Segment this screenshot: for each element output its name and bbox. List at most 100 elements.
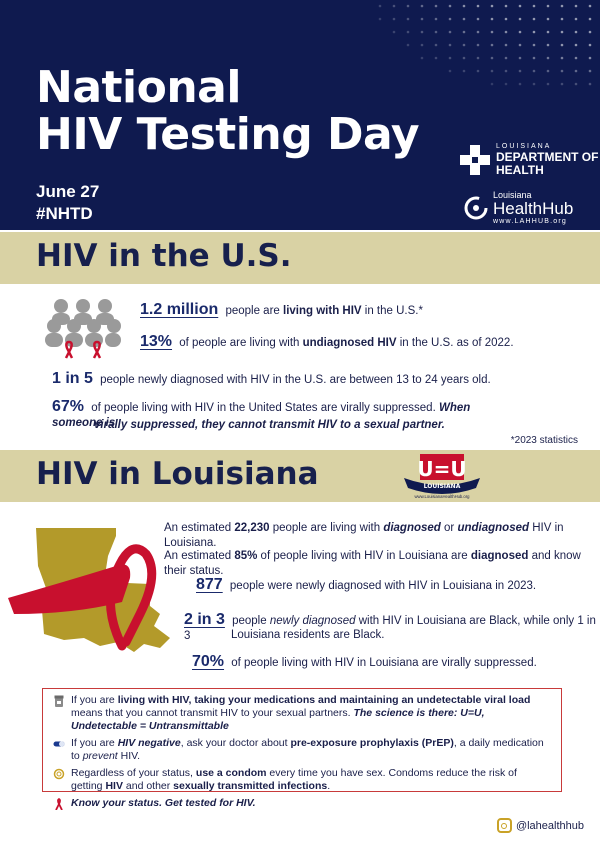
stat-emphasis: virally suppressed, they cannot transmit… [94, 419, 445, 431]
la-stat-3: 877 people were newly diagnosed with HIV… [196, 577, 536, 594]
info-box: If you are living with HIV, taking your … [42, 688, 562, 810]
stat-value: 13% [140, 333, 173, 350]
hub-url: www.LAHHUB.org [493, 218, 567, 225]
hub-name: HealthHub [493, 199, 574, 218]
footnote: *2023 statistics [510, 435, 578, 446]
louisiana-map-icon [8, 528, 170, 652]
stat-bold: diagnosed [470, 550, 529, 562]
info-row-know: Know your status. Get tested for HIV. [53, 797, 551, 810]
page-title: National HIV Testing Day [36, 62, 420, 160]
us-stat-4: 67% of people living with HIV in the Uni… [52, 399, 502, 431]
stat-text: of people living with HIV in the United … [88, 402, 439, 414]
info-text: If you are [71, 694, 118, 706]
info-bold: HIV [105, 780, 123, 792]
la-stat-2: An estimated 85% of people living with H… [164, 549, 600, 579]
ldh-line1: DEPARTMENT OF [496, 150, 599, 164]
hero-banner: National HIV Testing Day June 27 #NHTD L… [0, 0, 600, 230]
pill-bottle-icon [54, 695, 64, 707]
ldh-logo: LOUISIANA DEPARTMENT OF HEALTH [460, 142, 598, 177]
info-text: . [327, 780, 331, 792]
stat-text: Louisiana residents are Black. [231, 629, 385, 641]
la-section-heading: HIV in Louisiana [36, 456, 319, 492]
ldh-state: LOUISIANA [496, 143, 552, 150]
us-stat-4-cont: virally suppressed, they cannot transmit… [94, 418, 445, 433]
stat-value: 22,230 [234, 522, 270, 534]
us-section-band: HIV in the U.S. [0, 232, 600, 284]
people-group-icon [45, 299, 121, 359]
uu-banner: LOUISIANA [424, 483, 461, 490]
dot-pattern [378, 4, 592, 86]
uu-logo: U=U LOUISIANA www.LouisianaHealthHub.org [404, 454, 480, 499]
info-text: every time you have sex. Condoms reduce … [71, 767, 517, 792]
stat-emphasis: When someone is [52, 402, 471, 429]
uu-url: www.LouisianaHealthHub.org [415, 494, 471, 499]
stat-emphasis: undiagnosed [457, 522, 530, 534]
stat-text: An estimated [164, 550, 235, 562]
health-cross-icon [460, 144, 490, 175]
stat-text: An estimated [164, 522, 235, 534]
la-stat-5: 70% of people living with HIV in Louisia… [192, 654, 537, 671]
us-stat-3: 1 in 5 people newly diagnosed with HIV i… [52, 371, 491, 388]
social-handle-text: @lahealthhub [515, 819, 584, 832]
stat-text: HIV in Louisiana. [164, 522, 564, 549]
red-ribbon-icon [64, 340, 102, 359]
condom-icon [53, 768, 65, 780]
info-bold: use a condom [195, 767, 267, 779]
stat-value: 2 in 3 [184, 611, 225, 628]
info-emphasis: The science is there: U=U, Undetectable … [71, 707, 485, 732]
info-text: , a daily medication to [71, 737, 544, 762]
stat-text: people were newly diagnosed with HIV in … [226, 580, 537, 592]
stat-value: 67% [52, 398, 85, 415]
info-text: HIV. [117, 750, 141, 762]
la-section-band: HIV in Louisiana [0, 450, 600, 502]
info-bold: pre-exposure prophylaxis (PrEP) [290, 737, 454, 749]
red-ribbon-icon [8, 544, 157, 651]
stat-value: 877 [196, 576, 223, 593]
stat-text: of people are living with [176, 337, 303, 349]
stat-text: and know their status. [164, 550, 581, 577]
info-text: Regardless of your status, [71, 767, 196, 779]
stat-emphasis: newly diagnosed [269, 615, 356, 627]
info-text: If you are [71, 737, 118, 749]
info-emphasis: Know your status. Get tested for HIV. [71, 797, 256, 809]
stat-text: or [440, 522, 458, 534]
info-text: means that you cannot transmit HIV to yo… [71, 707, 354, 719]
stat-value: 85% [234, 550, 258, 562]
stat-bold: undiagnosed HIV [302, 337, 397, 349]
stat-text: of people living with HIV in Louisiana a… [228, 657, 537, 669]
healthhub-logo: Louisiana HealthHub www.LAHHUB.org [463, 190, 573, 226]
us-stat-1: 1.2 million people are living with HIV i… [140, 302, 423, 319]
hashtag: #NHTD [36, 204, 93, 223]
title-line-2: HIV Testing Day [36, 109, 420, 160]
info-row-uu: If you are living with HIV, taking your … [53, 694, 551, 733]
la-stat-4-cont: Louisiana residents are Black. [231, 628, 384, 643]
event-date: June 27 [36, 182, 100, 201]
info-bold: living with HIV, taking your medications… [117, 694, 531, 706]
la-stat-1: An estimated 22,230 people are living wi… [164, 521, 600, 551]
info-text: , ask your doctor about [180, 737, 291, 749]
stat-text: people are living with [269, 522, 384, 534]
stat-text: people are [222, 305, 283, 317]
uu-mark: U=U [417, 457, 466, 481]
info-emphasis: HIV negative [117, 737, 181, 749]
stat-value: 70% [192, 653, 225, 670]
stat-value: 1.2 million [140, 301, 219, 318]
info-emphasis: prevent [82, 750, 118, 762]
red-ribbon-icon [55, 798, 63, 810]
social-handle[interactable]: @lahealthhub [496, 818, 584, 833]
info-text: and other [122, 780, 174, 792]
stat-text: in the U.S.* [361, 305, 423, 317]
stat-emphasis: diagnosed [383, 522, 441, 534]
instagram-icon [496, 818, 512, 833]
stat-text: of people living with HIV in Louisiana a… [257, 550, 471, 562]
title-line-1: National [36, 62, 241, 113]
capsule-icon [53, 741, 65, 747]
stat-text: people [228, 615, 270, 627]
stat-text: with HIV in Louisiana are Black, while o… [184, 615, 596, 642]
info-row-prep: If you are HIV negative, ask your doctor… [53, 737, 551, 763]
info-row-condom: Regardless of your status, use a condom … [53, 767, 551, 793]
us-stat-2: 13% of people are living with undiagnose… [140, 334, 514, 351]
us-section-heading: HIV in the U.S. [36, 238, 292, 274]
hub-state: Louisiana [493, 190, 532, 200]
stat-text: in the U.S. as of 2022. [396, 337, 514, 349]
